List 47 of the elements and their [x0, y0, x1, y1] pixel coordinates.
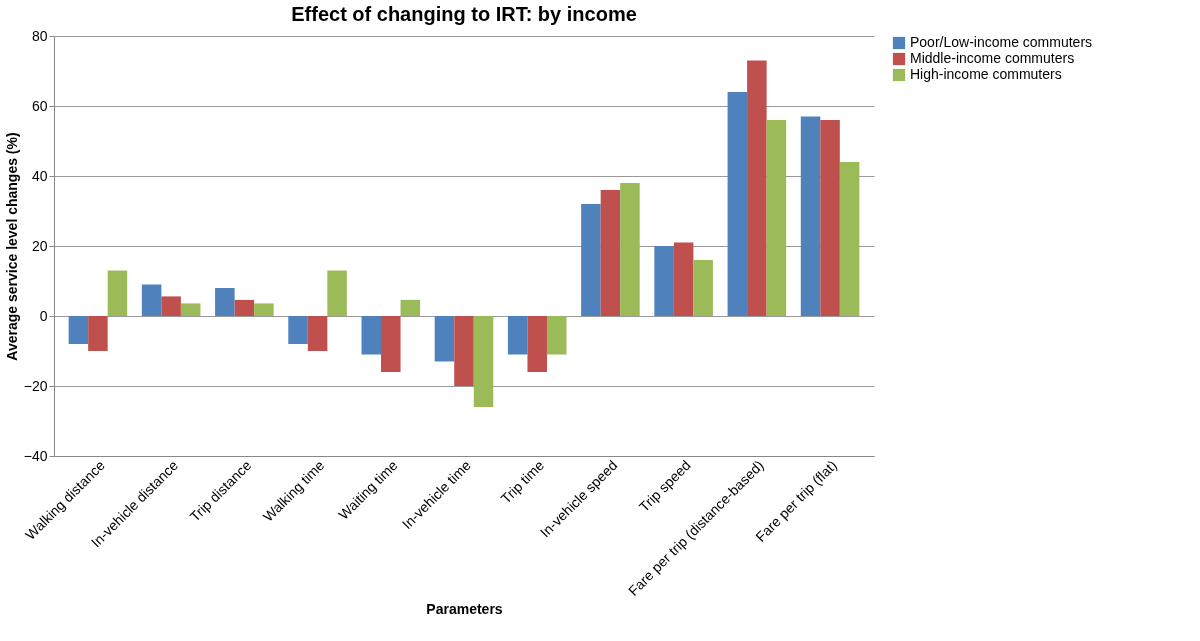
bar — [307, 316, 328, 351]
y-axis-title: Average service level changes (%) — [3, 132, 20, 361]
bar — [800, 116, 821, 316]
legend-label: Poor/Low-income commuters — [910, 34, 1093, 50]
bar — [546, 316, 567, 355]
x-tick-label: Trip time — [497, 456, 548, 507]
bar — [88, 316, 108, 351]
y-tick-label: 40 — [31, 167, 48, 184]
bar — [434, 316, 455, 362]
bar — [581, 204, 601, 316]
bar — [473, 316, 494, 407]
y-tick-label: 20 — [31, 237, 48, 254]
bar — [361, 316, 382, 355]
bar — [180, 303, 201, 316]
chart-title: Effect of changing to IRT: by income — [291, 3, 637, 25]
bar — [673, 242, 694, 316]
legend-label: Middle-income commuters — [910, 50, 1075, 66]
y-tick-label: 0 — [39, 307, 48, 324]
bar — [693, 260, 713, 316]
bar — [527, 316, 547, 372]
y-tick-label: 60 — [31, 97, 48, 114]
bar — [68, 316, 89, 344]
y-tick-label: 80 — [31, 27, 48, 44]
bar — [234, 299, 255, 316]
bar — [654, 246, 674, 316]
bar — [327, 270, 347, 316]
legend-label: High-income commuters — [910, 66, 1062, 82]
bar — [727, 92, 748, 316]
bar — [766, 120, 787, 316]
bar — [747, 60, 767, 316]
bar — [454, 316, 474, 386]
bar — [620, 183, 640, 316]
bar — [215, 288, 235, 316]
y-tick-label: −20 — [23, 377, 48, 394]
bar — [839, 162, 860, 316]
bar — [288, 316, 308, 344]
bar — [254, 303, 274, 316]
bar — [820, 120, 840, 316]
bar — [161, 296, 181, 316]
bar — [141, 284, 162, 316]
bar — [400, 299, 421, 316]
bar — [381, 316, 401, 372]
bar — [600, 190, 621, 316]
y-tick-label: −40 — [23, 447, 48, 464]
bar — [507, 316, 528, 355]
bar — [107, 270, 128, 316]
x-axis-title: Parameters — [426, 600, 503, 617]
